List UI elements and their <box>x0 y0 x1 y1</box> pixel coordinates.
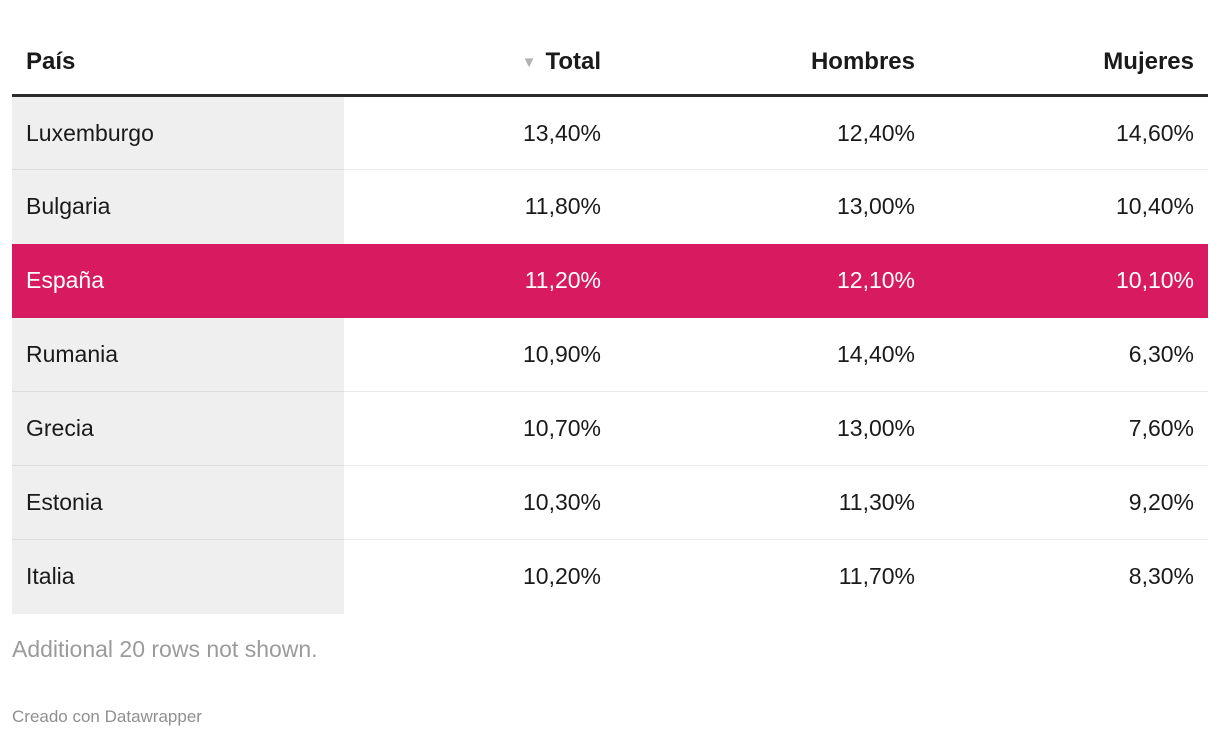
column-header-hombres[interactable]: Hombres <box>615 26 929 97</box>
table-row: Italia 10,20% 11,70% 8,30% <box>12 539 1208 614</box>
cell-hombres: 13,00% <box>615 169 929 244</box>
cell-hombres: 13,00% <box>615 391 929 466</box>
table-row: Estonia 10,30% 11,30% 9,20% <box>12 465 1208 540</box>
table-row: Grecia 10,70% 13,00% 7,60% <box>12 391 1208 466</box>
cell-hombres: 11,30% <box>615 465 929 540</box>
column-header-total[interactable]: ▼ Total <box>344 26 615 97</box>
cell-mujeres: 14,60% <box>1115 119 1194 146</box>
cell-hombres: 12,10% <box>615 243 929 318</box>
column-header-mujeres[interactable]: Mujeres <box>929 26 1208 97</box>
table-row: Luxemburgo 13,40% 12,40% 14,60% <box>12 95 1208 170</box>
table-widget: País ▼ Total Hombres Mujeres Luxemburgo 1… <box>12 26 1208 726</box>
table-header: País ▼ Total Hombres Mujeres <box>12 26 1208 97</box>
cell-total: 10,70% <box>344 391 615 466</box>
cell-total: 10,90% <box>522 341 601 367</box>
cell-hombres: 12,40% <box>836 119 915 146</box>
cell-pais: Luxemburgo <box>12 95 344 170</box>
sort-descending-icon: ▼ <box>521 54 537 71</box>
cell-pais: Estonia <box>12 465 344 540</box>
cell-pais: Grecia <box>12 391 344 466</box>
cell-mujeres: 10,40% <box>929 169 1208 244</box>
cell-hombres: 11,70% <box>615 539 929 614</box>
cell-total: 11,80% <box>344 169 615 244</box>
cell-mujeres: 10,10% <box>929 243 1208 318</box>
hidden-rows-note: Additional 20 rows not shown. <box>12 635 318 662</box>
table-row: España 11,20% 12,10% 10,10% <box>12 243 1208 318</box>
column-header-label: Hombres <box>810 48 915 75</box>
column-header-label: Mujeres <box>1103 48 1194 75</box>
table-row: Bulgaria 11,80% 13,00% 10,40% <box>12 169 1208 244</box>
cell-mujeres: 7,60% <box>929 391 1208 466</box>
cell-total: 10,20% <box>344 539 615 614</box>
column-header-label: País <box>26 48 76 75</box>
column-header-pais[interactable]: País <box>12 26 344 97</box>
cell-hombres: 14,40% <box>836 341 915 367</box>
cell-mujeres: 6,30% <box>1128 341 1194 367</box>
cell-total: 11,20% <box>344 243 615 318</box>
table-row: Rumania 10,90% 14,40% 6,30% <box>12 317 1208 392</box>
cell-mujeres: 8,30% <box>929 539 1208 614</box>
cell-pais: Italia <box>12 539 344 614</box>
cell-total: 10,30% <box>344 465 615 540</box>
cell-total: 13,40% <box>522 119 601 146</box>
column-header-label: Total <box>545 48 601 75</box>
cell-pais: Rumania <box>12 317 344 392</box>
cell-mujeres: 9,20% <box>929 465 1208 540</box>
cell-pais: Bulgaria <box>12 169 344 244</box>
data-table: País ▼ Total Hombres Mujeres Luxemburgo 1… <box>12 26 1208 614</box>
cell-pais: España <box>12 243 344 318</box>
table-body: Luxemburgo 13,40% 12,40% 14,60% Bulgaria… <box>12 95 1208 614</box>
datawrapper-attribution[interactable]: Creado con Datawrapper <box>12 706 202 726</box>
